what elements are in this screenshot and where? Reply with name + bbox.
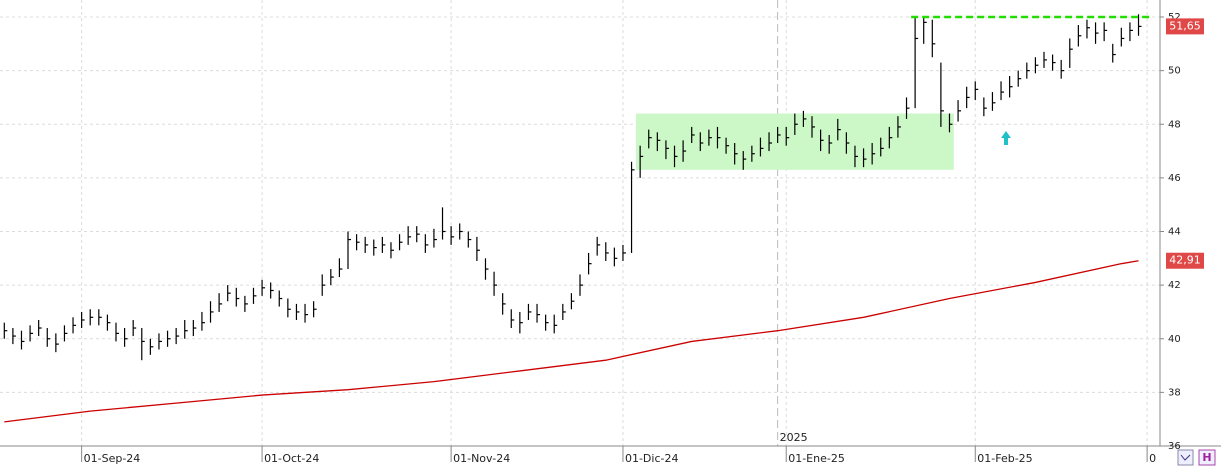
x-tick-label: 0 <box>1149 452 1156 465</box>
h-icon: H <box>1202 451 1211 464</box>
price-label-box <box>1166 252 1204 269</box>
arrow-up <box>1001 131 1011 145</box>
y-tick-label: 42 <box>1168 280 1181 291</box>
y-tick-label: 50 <box>1168 66 1181 77</box>
plot <box>3 14 1150 423</box>
x-tick-label: 01-Nov-24 <box>453 452 510 465</box>
y-tick-label: 46 <box>1168 173 1181 184</box>
y-tick-label: 38 <box>1168 387 1181 398</box>
scroll-button[interactable] <box>1177 449 1194 466</box>
scroll-icon <box>1180 454 1191 461</box>
y-tick-label: 36 <box>1168 441 1181 452</box>
y-tick-label: 52 <box>1168 12 1181 23</box>
x-tick-label: 01-Ene-25 <box>788 452 845 465</box>
y-tick-label: 40 <box>1168 334 1181 345</box>
year-label: 2025 <box>780 431 808 444</box>
price-label-box <box>1166 18 1204 35</box>
price-label: 51,65 <box>1169 19 1201 32</box>
x-tick-label: 01-Dic-24 <box>625 452 679 465</box>
grid <box>0 0 1160 447</box>
h-button[interactable] <box>1198 449 1216 466</box>
x-tick-label: 01-Oct-24 <box>264 452 319 465</box>
y-tick-label: 44 <box>1168 227 1181 238</box>
x-tick-label: 01-Sep-24 <box>84 452 141 465</box>
x-tick-label: 01-Feb-25 <box>977 452 1032 465</box>
y-tick-label: 48 <box>1168 119 1181 130</box>
moving-average <box>4 260 1139 423</box>
price-label: 42,91 <box>1169 254 1201 267</box>
